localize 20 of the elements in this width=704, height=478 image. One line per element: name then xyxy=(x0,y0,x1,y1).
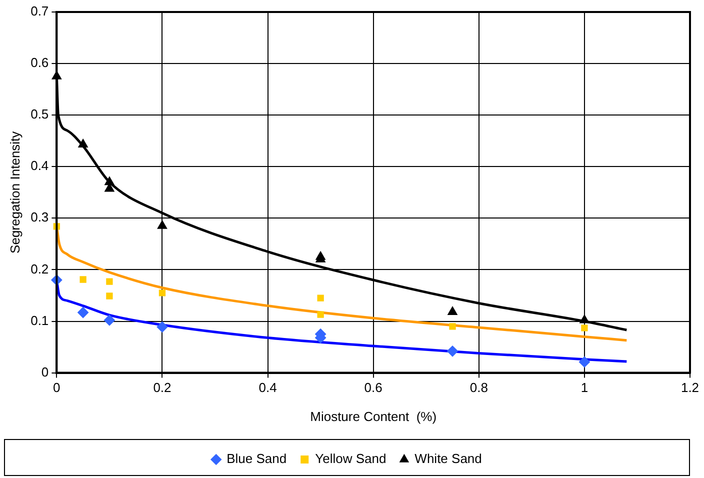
y-axis-title: Segregation Intensity xyxy=(7,130,22,254)
x-tick-label: 0.6 xyxy=(364,380,382,396)
y-tick-label: 0.6 xyxy=(30,55,49,70)
x-tick-label: 0.2 xyxy=(153,380,172,396)
x-tick-label: 1 xyxy=(580,380,588,396)
x-tick-label: 0 xyxy=(53,380,60,396)
y-tick-label: 0.7 xyxy=(30,4,49,19)
y-tick-label: 0.3 xyxy=(30,210,49,225)
y-tick-label: 0 xyxy=(41,364,49,380)
x-axis-title: Miosture Content (%) xyxy=(310,408,437,424)
legend-label: Blue Sand xyxy=(226,451,287,466)
x-tick-label: 0.4 xyxy=(258,380,277,396)
x-tick-label: 1.2 xyxy=(680,380,700,396)
y-tick-label: 0.1 xyxy=(30,312,49,328)
y-tick-label: 0.2 xyxy=(30,261,49,276)
legend-label: White Sand xyxy=(414,451,482,466)
legend-label: Yellow Sand xyxy=(315,451,386,466)
y-tick-label: 0.5 xyxy=(30,106,49,122)
x-tick-label: 0.8 xyxy=(470,380,488,396)
y-tick-label: 0.4 xyxy=(30,158,49,174)
